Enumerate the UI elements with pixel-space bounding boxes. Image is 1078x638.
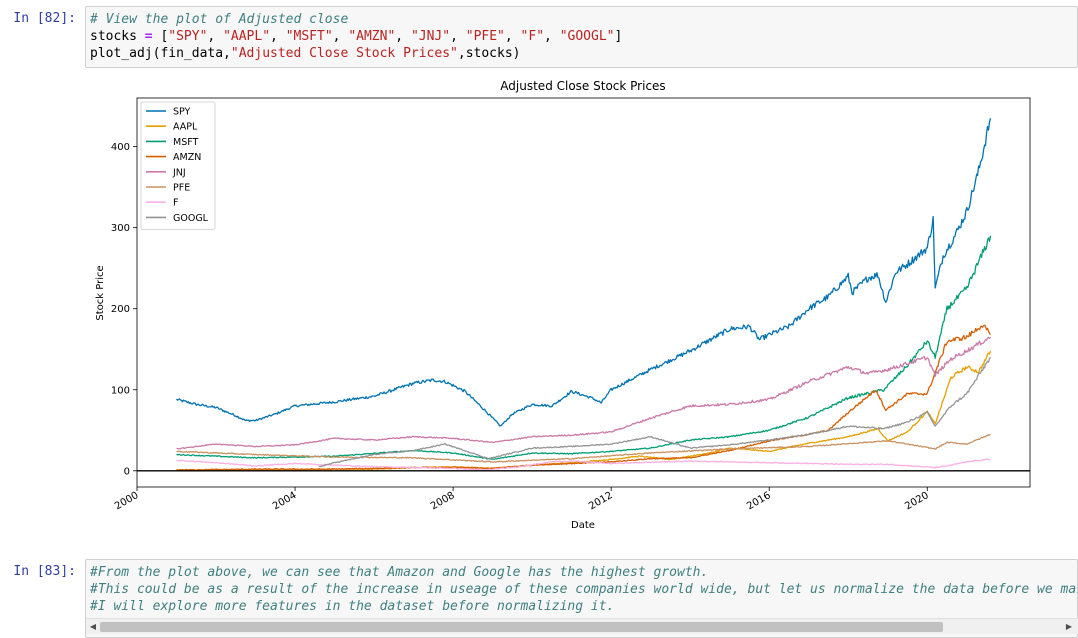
chart-title: Adjusted Close Stock Prices	[500, 79, 665, 93]
code-string: "Adjusted Close Stock Prices"	[230, 46, 458, 61]
code-comment: # View the plot of Adjusted close	[90, 12, 349, 27]
y-tick-label: 300	[111, 223, 130, 234]
x-tick-label: 2008	[429, 490, 457, 512]
comment-line-2: #This could be as a result of the increa…	[90, 582, 1078, 597]
series-line-msft	[176, 235, 992, 460]
code-line-1: # View the plot of Adjusted close	[90, 11, 1077, 28]
y-tick-label: 100	[111, 385, 130, 396]
x-tick-label: 2004	[271, 490, 299, 512]
axis-layer: 0 100 200 300 400 2000 2004 2008 2012 2016 2020	[111, 142, 1030, 512]
series-line-spy	[176, 118, 992, 427]
y-axis-label: Stock Price	[95, 265, 106, 320]
code-function-call: plot_adj(fin_data,	[90, 46, 231, 61]
series-line-jnj	[176, 336, 992, 450]
legend-label: GOOGL	[173, 213, 209, 224]
code-bracket-close: ]	[614, 29, 623, 44]
code-line-3: plot_adj(fin_data,"Adjusted Close Stock …	[90, 45, 1077, 62]
x-tick-label: 2016	[745, 490, 773, 512]
code-operator: =	[144, 29, 153, 44]
legend-label: PFE	[173, 183, 190, 194]
scrollbar-thumb[interactable]	[100, 622, 943, 632]
series-line-f	[176, 458, 991, 471]
x-axis-label: Date	[571, 520, 595, 531]
legend-box	[140, 101, 216, 230]
cell-prompt-82: In [82]:	[13, 11, 76, 26]
code-string: "AAPL"	[223, 29, 271, 44]
y-tick-label: 0	[124, 466, 130, 477]
code-string: "SPY"	[168, 29, 208, 44]
code-bracket-open: [	[152, 29, 169, 44]
legend-label: JNJ	[172, 167, 186, 178]
x-tick-label: 2020	[903, 490, 931, 512]
series-line-pfe	[176, 433, 991, 463]
legend-label: SPY	[173, 107, 191, 118]
code-variable: stocks	[90, 29, 145, 44]
x-tick-label: 2000	[113, 490, 141, 512]
x-tick-label: 2012	[587, 490, 615, 512]
code-string: "GOOGL"	[559, 29, 615, 44]
series-line-amzn	[176, 324, 991, 471]
series-line-googl	[318, 356, 992, 468]
legend-label: AMZN	[173, 152, 201, 163]
chart-legend: SPY AAPL MSFT AMZN JNJ PFE F GOOGL	[140, 101, 216, 230]
code-string: "PFE"	[465, 29, 505, 44]
series-layer	[176, 118, 992, 472]
code-string: "AMZN"	[348, 29, 396, 44]
legend-label: MSFT	[173, 137, 199, 148]
code-cell-input[interactable]: # View the plot of Adjusted close stocks…	[85, 6, 1078, 68]
y-tick-label: 200	[111, 304, 130, 315]
horizontal-scrollbar[interactable]: ◀ ▶	[86, 618, 1078, 634]
code-call-end: ,stocks)	[457, 46, 521, 61]
line-chart: Adjusted Close Stock Prices 0 100 200 300 40…	[95, 79, 1031, 531]
scroll-left-icon[interactable]: ◀	[89, 622, 97, 631]
legend-label: F	[173, 198, 178, 209]
code-line-2: stocks = ["SPY", "AAPL", "MSFT", "AMZN",…	[90, 29, 623, 44]
legend-label: AAPL	[173, 122, 198, 133]
code-string: "JNJ"	[410, 29, 451, 44]
y-tick-label: 400	[111, 142, 130, 153]
comment-line-1: #From the plot above, we can see that Am…	[90, 565, 709, 580]
code-string: "F"	[520, 29, 545, 44]
cell-prompt-83: In [83]:	[13, 564, 76, 579]
scroll-right-icon[interactable]: ▶	[1065, 622, 1073, 631]
cell-output-plot: Adjusted Close Stock Prices 0 100 200 300 40…	[86, 74, 1078, 534]
plot-frame	[136, 97, 1031, 488]
code-string: "MSFT"	[285, 29, 333, 44]
comment-line-3: #I will explore more features in the dat…	[90, 599, 615, 614]
